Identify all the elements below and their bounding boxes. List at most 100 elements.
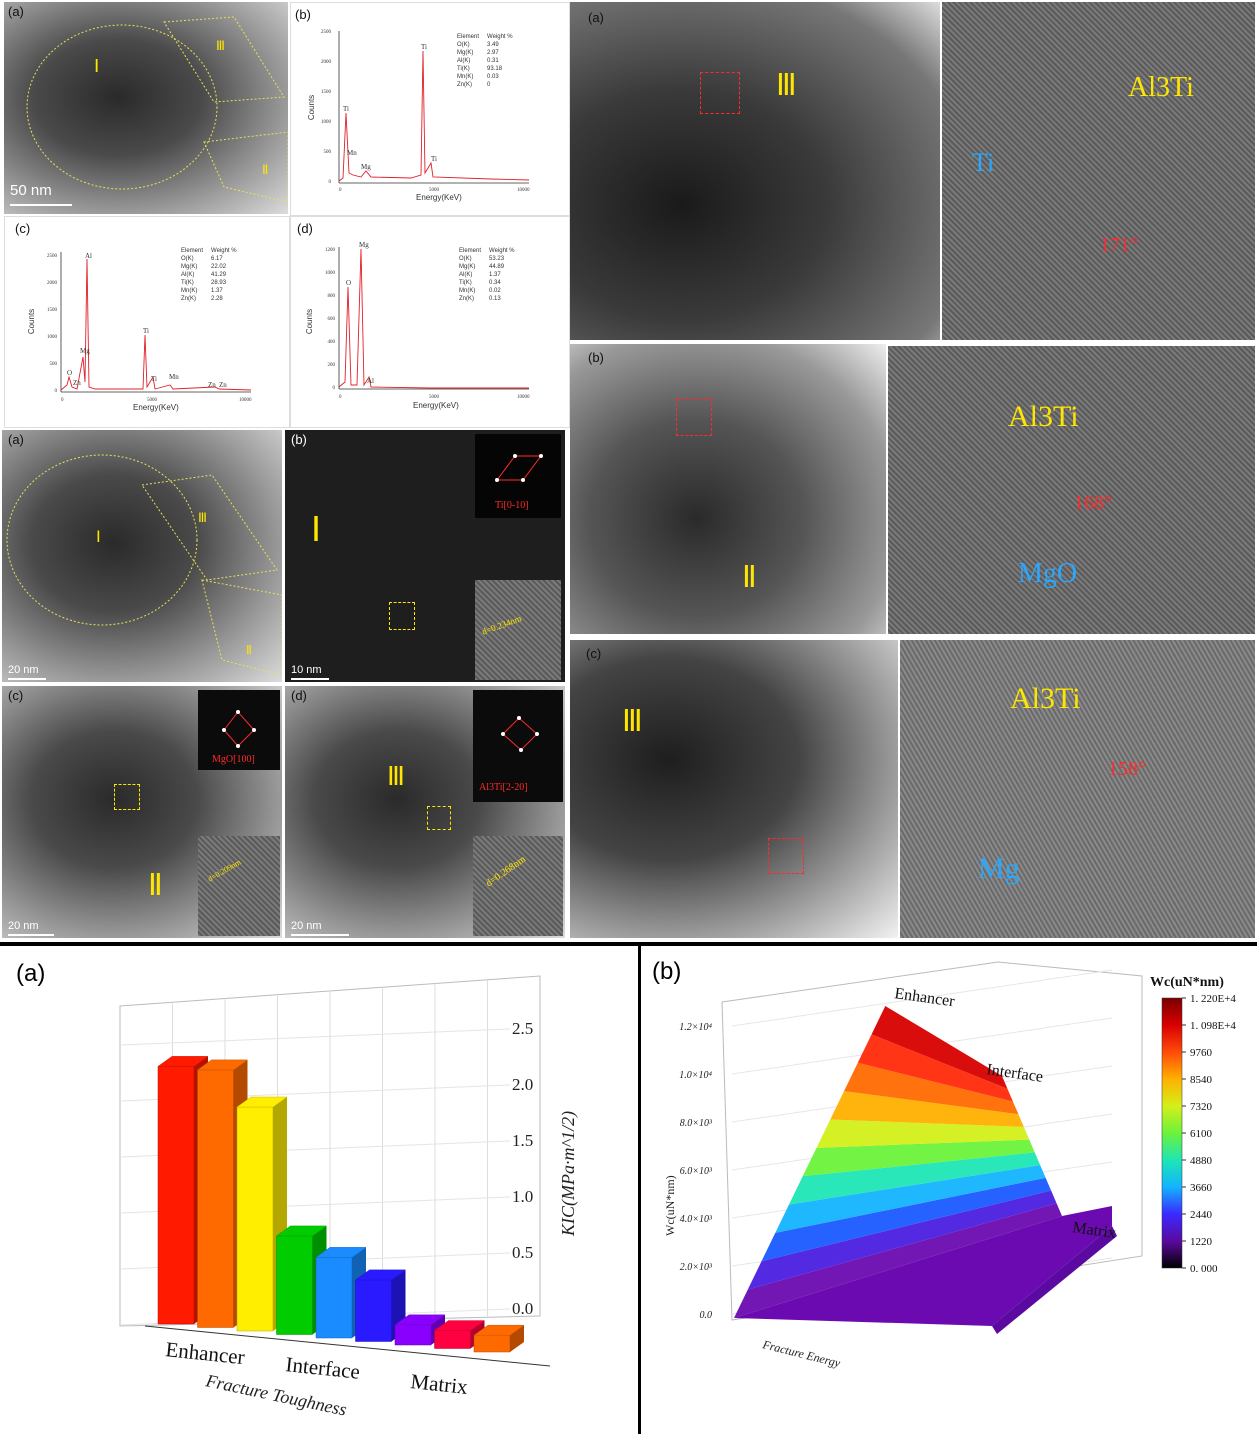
cell: 0.13 [489, 296, 501, 302]
chart-a-fracture-toughness: (a) 0.0 0.5 1.0 1.5 2.0 2.5 KIC(MPa·m^1/2) Enha… [0, 946, 638, 1434]
y-axis-label: Counts [27, 308, 37, 335]
selection-box [427, 806, 451, 830]
bar-top [236, 1096, 288, 1108]
element-table: Element Weight % O(K) 3.49 Mg(K) 2.97 Al(K)… [453, 33, 517, 89]
y-tick-label: 2.0 [512, 1075, 533, 1094]
svg-text:600: 600 [328, 317, 336, 322]
selection-box [114, 784, 140, 810]
tem-image-d-mid: (d) Ⅲ Al3Ti[2-20] d=0.268nm 20 nm [285, 686, 565, 938]
phase-label-bottom: Mg [978, 852, 1020, 885]
phase-label-bottom: Ti [972, 148, 995, 177]
region-III: Ⅲ [622, 705, 643, 738]
svg-text:Ti: Ti [143, 327, 149, 335]
cell: Al(K) [457, 58, 471, 64]
scale-bar [291, 934, 349, 936]
cell: 0.34 [489, 280, 501, 286]
region-I: Ⅰ [94, 56, 99, 76]
cell: 1.37 [211, 288, 223, 294]
bar-front [355, 1279, 392, 1342]
cell: Mn(K) [459, 288, 476, 294]
panel-label: (a) [8, 432, 24, 447]
saed-pattern [495, 454, 543, 482]
angle-label: 158° [1108, 758, 1146, 780]
svg-text:5000: 5000 [429, 188, 440, 193]
cell: Ti(K) [459, 280, 472, 286]
bar-top [354, 1269, 407, 1281]
back-wall [119, 975, 541, 1327]
x-axis-label: Energy(KeV) [133, 403, 179, 412]
svg-text:1500: 1500 [47, 308, 58, 313]
phase-label-bottom: MgO [1018, 558, 1078, 589]
svg-text:1200: 1200 [325, 248, 336, 253]
surface-band [844, 1062, 1019, 1115]
svg-text:5000: 5000 [147, 398, 158, 403]
eds-spectrum-d: (d) Mg O Al 1200 1000 800 600 400 200 0 … [290, 216, 570, 428]
svg-text:Ti: Ti [431, 155, 437, 163]
surface-band [775, 1165, 1046, 1233]
angle-label: 168° [1074, 492, 1112, 514]
scale-label: 20 nm [291, 920, 322, 932]
y-axis-label: Wc(uN*nm) [663, 1175, 677, 1236]
panel-label: (b) [291, 432, 307, 447]
svg-text:O: O [67, 369, 72, 377]
colorbar-tick-label: 3660 [1190, 1182, 1213, 1194]
saed-label: Al3Ti[2-20] [479, 782, 528, 793]
y-axis-label: KIC(MPa·m^1/2) [558, 1111, 579, 1237]
svg-text:500: 500 [324, 150, 332, 155]
svg-text:5000: 5000 [429, 395, 440, 400]
x-axis-line [144, 1325, 551, 1367]
category-label: Matrix [409, 1369, 469, 1399]
cell: Zn(K) [181, 296, 196, 302]
eds-plot: Ti Mn Mg Ti Ti 2500 2000 1500 1000 500 0… [321, 30, 530, 193]
bar-front [197, 1069, 234, 1328]
bar-top [275, 1225, 328, 1237]
table-header: Element [457, 34, 480, 40]
bar-front [434, 1330, 471, 1349]
cell: 3.49 [487, 42, 499, 48]
svg-text:Mn: Mn [347, 149, 357, 157]
svg-text:Al: Al [367, 377, 374, 385]
bar-front [276, 1235, 313, 1335]
colorbar-tick-label: 2440 [1190, 1209, 1213, 1221]
hrtem-panel-b: Al3Ti MgO 168° [888, 346, 1255, 634]
saed-inset: MgO[100] [198, 690, 280, 770]
svg-text:800: 800 [328, 294, 336, 299]
svg-text:0: 0 [55, 389, 58, 394]
angle-label: 171° [1100, 234, 1138, 256]
panel-label: (c) [586, 646, 602, 661]
region-II: Ⅱ [148, 869, 163, 902]
cell: Al(K) [181, 272, 195, 278]
surface-band [761, 1177, 1052, 1262]
cell: Mn(K) [181, 288, 198, 294]
table-header: Weight % [211, 248, 237, 254]
panel-label: (b) [588, 350, 604, 365]
grid-line [119, 1028, 511, 1046]
svg-text:Al: Al [85, 252, 92, 260]
svg-text:Ti: Ti [343, 105, 349, 113]
svg-text:500: 500 [50, 362, 58, 367]
svg-text:1500: 1500 [321, 90, 332, 95]
panel-label: (b) [652, 958, 682, 985]
bar-top [394, 1314, 446, 1326]
cell: 6.17 [211, 256, 223, 262]
svg-text:2500: 2500 [321, 30, 332, 35]
svg-text:O: O [346, 279, 351, 287]
category-label: Interface [284, 1352, 361, 1384]
surface-band [857, 1034, 1013, 1102]
cell: 1.37 [489, 272, 501, 278]
surface-band [789, 1152, 1041, 1205]
cell: 2.97 [487, 50, 499, 56]
interface-panel-a: (a) Ⅲ [570, 2, 940, 340]
cell: Mn(K) [457, 74, 474, 80]
surface-band [734, 1203, 1062, 1318]
cell: Ti(K) [181, 280, 194, 286]
scale-bar [8, 678, 46, 680]
surface-band [802, 1139, 1035, 1177]
peak-label: Enhancer [893, 985, 956, 1010]
divider-vertical [638, 946, 641, 1434]
surface-chart-svg: 0.0 2.0×10³ 4.0×10³ 6.0×10³ 8.0×10³ 1.0×10⁴ 1.… [663, 961, 1236, 1370]
cell: Al(K) [459, 272, 473, 278]
cell: Mg(K) [457, 50, 474, 56]
grid-line [731, 969, 1113, 1027]
hrtem-panel-a: Al3Ti Ti 171° [942, 2, 1255, 340]
